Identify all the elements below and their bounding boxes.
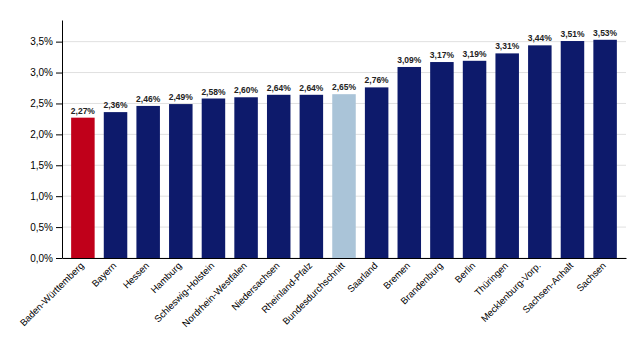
data-label: 3,44% [528, 33, 553, 43]
y-axis: 0,0% 0,5% 1,0% 1,5% 2,0% 2,5% 3,0% 3,5% [30, 21, 62, 264]
tick: Sachsen-Anhalt [520, 260, 575, 315]
tick-label: 0,0% [30, 253, 53, 264]
tick: Bayern [89, 260, 118, 289]
tick-mark [56, 196, 62, 197]
data-label: 3,17% [430, 50, 455, 60]
bar [136, 106, 160, 258]
tick-label: 0,5% [30, 222, 53, 233]
plot: 2,27% 2,36% 2,46% 2,49% 2,58% 2,60% 2,64% 2,64%… [18, 21, 627, 330]
bar [332, 94, 356, 258]
x-axis: Baden-WürttembergBayernHessenHamburgSchl… [18, 259, 627, 330]
tick-mark [56, 258, 62, 259]
tick-label: Bayern [89, 260, 118, 289]
bar [398, 67, 422, 258]
bar [234, 97, 257, 258]
bars [71, 40, 617, 258]
tick: Schleswig-Holstein [152, 260, 217, 325]
data-label: 2,58% [201, 87, 226, 97]
tick-mark [56, 165, 62, 166]
bar [593, 40, 617, 258]
bar [300, 95, 324, 258]
tick-label: 3,5% [30, 36, 53, 47]
tick-mark [56, 42, 62, 43]
data-labels: 2,27% 2,36% 2,46% 2,49% 2,58% 2,60% 2,64% 2,64%… [71, 28, 618, 116]
data-label: 2,76% [365, 75, 390, 85]
tick: 2,0% [30, 129, 62, 140]
data-label: 2,60% [234, 85, 259, 95]
data-label: 3,51% [560, 29, 585, 39]
axis-line [63, 258, 627, 259]
bar [365, 87, 389, 258]
tick-label: Schleswig-Holstein [152, 260, 217, 325]
bar [169, 104, 193, 258]
tick-label: Mecklenburg-Vorp. [479, 260, 543, 324]
tick-label: Baden-Württemberg [18, 260, 86, 328]
tick: Saarland [345, 260, 380, 295]
tick-label: 1,5% [30, 160, 53, 171]
tick-label: 2,5% [30, 98, 53, 109]
tick: Baden-Württemberg [18, 260, 86, 328]
tick-label: Bundesdurchschnitt [280, 260, 347, 327]
tick: 3,0% [30, 67, 62, 78]
tick-label: Hessen [121, 260, 152, 291]
tick: Bundesdurchschnitt [280, 260, 347, 327]
axis-line [62, 21, 63, 259]
grid [62, 42, 626, 258]
tick: 0,5% [30, 222, 62, 233]
data-label: 3,19% [463, 49, 488, 59]
tick: 0,0% [30, 253, 62, 264]
chart: 2,27% 2,36% 2,46% 2,49% 2,58% 2,60% 2,64% 2,64%… [0, 0, 640, 342]
data-label: 3,31% [495, 41, 520, 51]
tick-mark [56, 103, 62, 104]
tick: 1,5% [30, 160, 62, 171]
tick-label: Berlin [452, 260, 477, 285]
tick-label: Sachsen-Anhalt [520, 260, 575, 315]
bar [561, 41, 585, 258]
data-label: 3,09% [397, 55, 422, 65]
tick-mark [56, 73, 62, 74]
tick-mark [56, 227, 62, 228]
tick-mark [56, 134, 62, 135]
data-label: 2,64% [267, 83, 292, 93]
tick: Berlin [452, 260, 477, 285]
tick: 1,0% [30, 191, 62, 202]
tick-label: 1,0% [30, 191, 53, 202]
tick: 3,5% [30, 36, 62, 47]
data-label: 2,49% [169, 92, 194, 102]
tick-label: Sachsen [574, 260, 608, 294]
data-label: 2,46% [136, 94, 161, 104]
tick: Brandenburg [398, 260, 445, 307]
bar [104, 112, 128, 258]
bar [495, 53, 519, 258]
tick-label: 2,0% [30, 129, 53, 140]
tick-label: 3,0% [30, 67, 53, 78]
tick: Bremen [381, 260, 412, 291]
data-label: 2,64% [299, 83, 324, 93]
data-label: 2,36% [103, 100, 128, 110]
bar [528, 45, 552, 258]
tick: Hessen [121, 260, 152, 291]
tick-label: Brandenburg [398, 260, 445, 307]
tick-label: Bremen [381, 260, 412, 291]
data-label: 2,65% [332, 82, 357, 92]
bar [430, 62, 454, 258]
bar [463, 61, 487, 258]
tick: Mecklenburg-Vorp. [479, 260, 543, 324]
data-label: 3,53% [593, 28, 618, 38]
tick: 2,5% [30, 98, 62, 109]
data-label: 2,27% [71, 106, 96, 116]
tick-label: Saarland [345, 260, 380, 295]
tick: Sachsen [574, 260, 608, 294]
bar [202, 99, 226, 258]
bar [71, 118, 95, 258]
bar [267, 95, 291, 258]
